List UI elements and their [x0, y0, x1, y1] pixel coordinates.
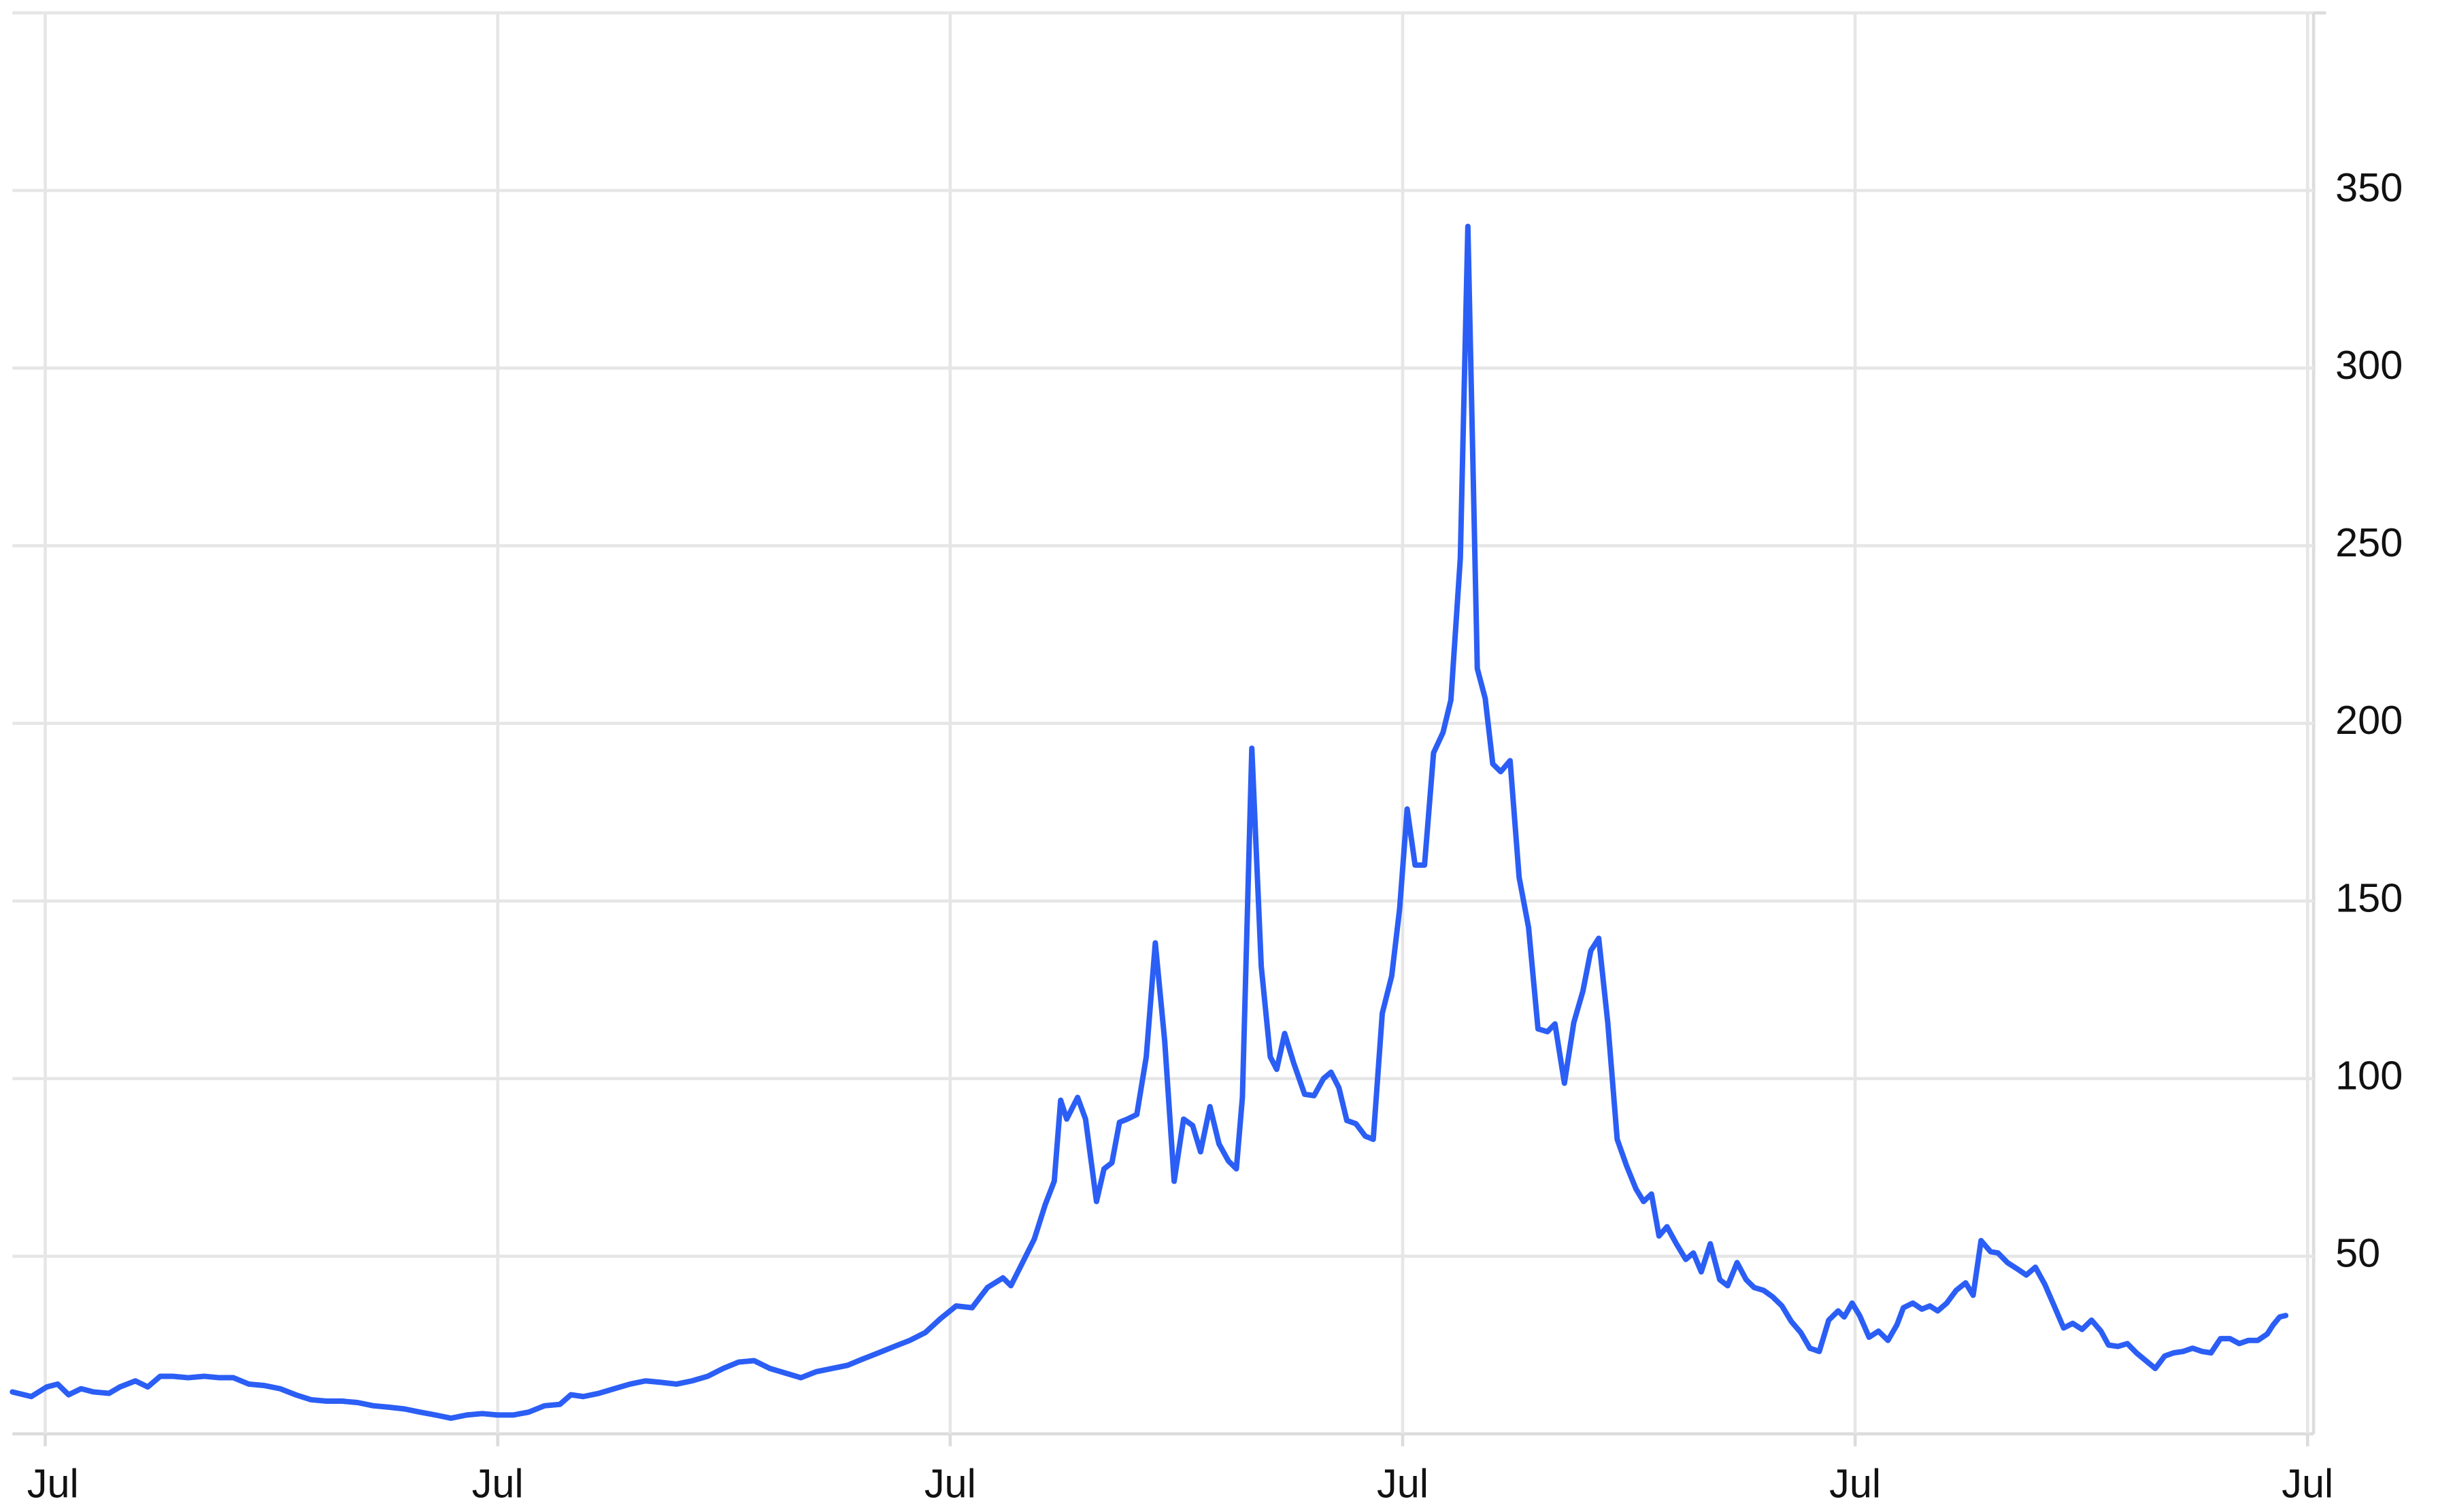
y-tick-label: 200 — [2335, 697, 2403, 743]
y-tick-label: 100 — [2335, 1052, 2403, 1098]
x-tick-label: Jul — [27, 1460, 79, 1506]
line-series — [10, 223, 2289, 1422]
x-tick-label: Jul — [1377, 1460, 1429, 1506]
y-tick-label: 250 — [2335, 520, 2403, 565]
x-tick-label: Jul — [1829, 1460, 1881, 1506]
x-tick-label: Jul — [2282, 1460, 2333, 1506]
x-tick-label: Jul — [472, 1460, 524, 1506]
y-tick-label: 50 — [2335, 1230, 2380, 1276]
y-tick-label: 150 — [2335, 875, 2403, 920]
y-tick-label: 300 — [2335, 342, 2403, 388]
y-tick-label: 350 — [2335, 165, 2403, 210]
x-tick-label: Jul — [924, 1460, 976, 1506]
